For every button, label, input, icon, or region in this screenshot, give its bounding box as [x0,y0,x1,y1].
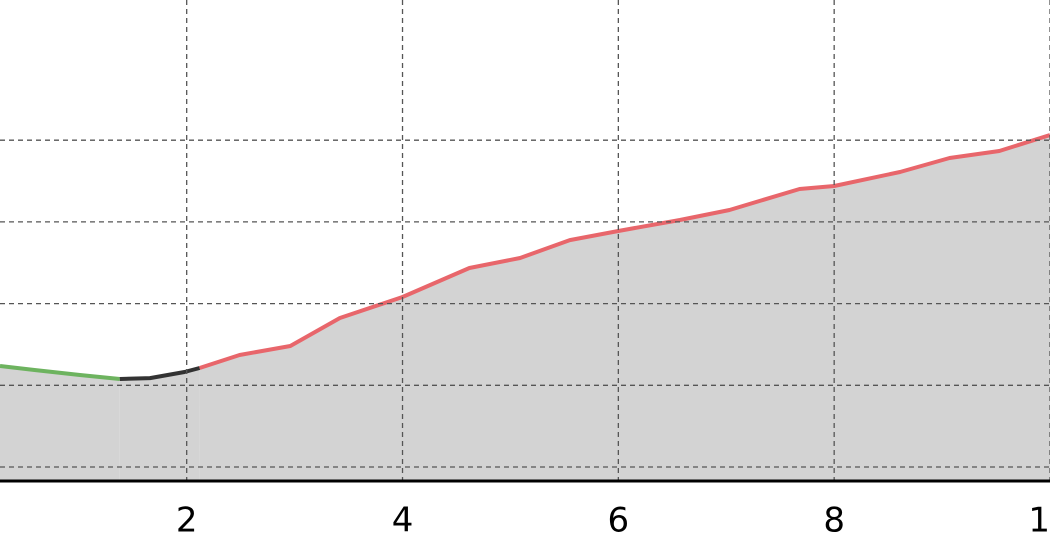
area [0,366,120,481]
x-tick-label: 10 [1028,501,1050,541]
line [0,364,120,381]
line [119,366,201,381]
x-tick-label: 2 [176,501,198,541]
area [119,368,200,481]
x-tick-label: 4 [392,501,414,541]
x-tick-label: 6 [608,501,630,541]
grid [0,0,1050,481]
areas [0,135,1050,481]
line [198,133,1050,370]
lines [0,133,1050,381]
area [199,135,1050,481]
x-tick-label: 8 [823,501,845,541]
